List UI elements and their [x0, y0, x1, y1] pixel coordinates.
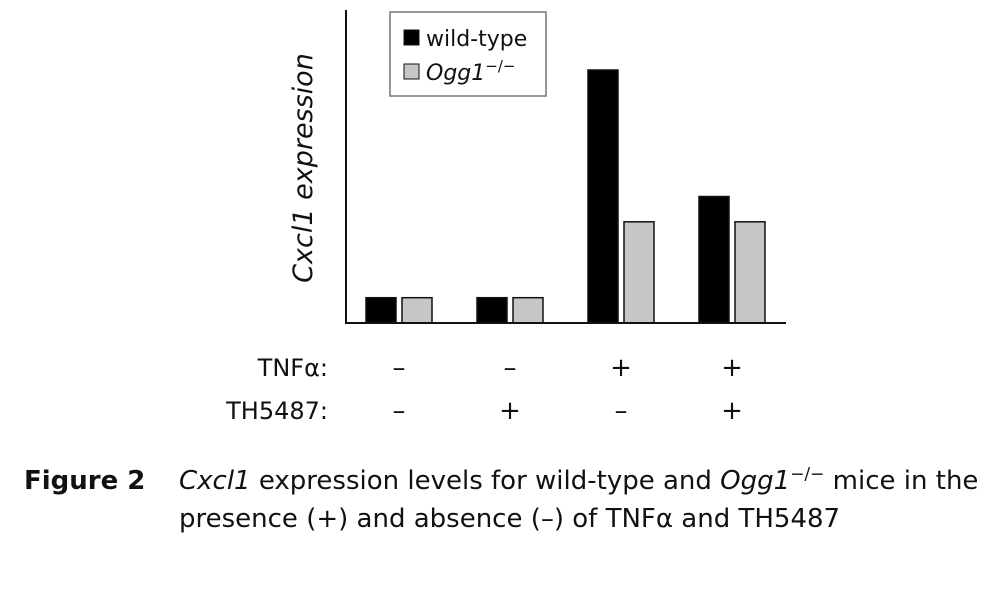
bar-wild-type-group-2: [476, 296, 508, 324]
sign-tnfa-group-1: –: [393, 353, 406, 383]
row-label-tnfa: TNFα:: [257, 354, 328, 382]
caption-part1: expression levels for wild-type and: [250, 466, 721, 496]
bar-wild-type-group-1: [365, 296, 397, 324]
chart: Cxcl1 expression wild-type Ogg1−/− TNFα:…: [225, 10, 786, 426]
legend: wild-type Ogg1−/−: [389, 11, 547, 97]
legend-label-ogg1: Ogg1−/−: [426, 57, 515, 86]
figure-caption: Figure 2 Cxcl1 expression levels for wil…: [0, 462, 1000, 592]
bars-group: [365, 69, 766, 324]
legend-label-ogg1-sup: −/−: [485, 57, 515, 75]
bar-ogg1-group-3: [623, 221, 655, 324]
legend-label-wild-type: wild-type: [426, 27, 527, 52]
legend-box: [389, 11, 547, 97]
sign-th5487-group-4: +: [721, 396, 743, 426]
bar-wild-type-group-4: [698, 195, 730, 324]
legend-swatch-ogg1: [403, 63, 420, 80]
sign-th5487-group-1: –: [393, 396, 406, 426]
y-axis-label: Cxcl1 expression: [288, 53, 319, 283]
caption-part2: mice in the presence (+) and absence (–)…: [179, 466, 979, 534]
caption-mouse-gene: Ogg1: [720, 466, 791, 496]
sign-th5487-group-2: +: [499, 396, 521, 426]
legend-swatch-wild-type: [403, 29, 420, 46]
sign-tnfa-group-2: –: [504, 353, 517, 383]
row-label-th5487: TH5487:: [225, 397, 328, 425]
y-axis-label-gene: Cxcl1 expression: [288, 53, 319, 283]
caption-superscript: −/−: [790, 464, 825, 485]
bar-ogg1-group-4: [734, 221, 766, 324]
sign-th5487-group-3: –: [615, 396, 628, 426]
caption-gene: Cxcl1: [179, 466, 251, 496]
bar-ogg1-group-1: [401, 296, 433, 324]
sign-tnfa-group-3: +: [610, 353, 632, 383]
sign-tnfa-group-4: +: [721, 353, 743, 383]
treatment-signs: – – + + – + – +: [393, 353, 743, 426]
caption-text: Cxcl1 expression levels for wild-type an…: [179, 462, 979, 538]
caption-label: Figure 2: [24, 466, 146, 496]
bar-ogg1-group-2: [512, 296, 544, 324]
bar-wild-type-group-3: [587, 69, 619, 324]
legend-label-ogg1-gene: Ogg1: [426, 61, 485, 86]
